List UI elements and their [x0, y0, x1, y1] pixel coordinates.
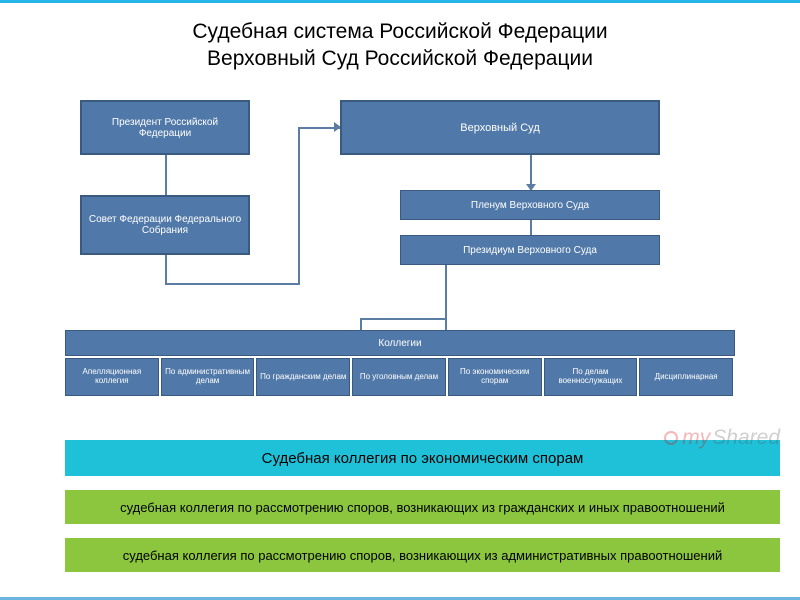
- collegia-cell: По экономическим спорам: [448, 358, 542, 396]
- title-line-1: Судебная система Российской Федерации: [0, 18, 800, 45]
- collegia-cell: По административным делам: [161, 358, 255, 396]
- connector: [360, 318, 362, 330]
- watermark: my Shared: [664, 426, 780, 450]
- title-line-2: Верховный Суд Российской Федерации: [0, 45, 800, 72]
- node-plenum: Пленум Верховного Суда: [400, 190, 660, 220]
- connector: [298, 127, 300, 285]
- connector: [165, 283, 300, 285]
- node-president: Президент Российской Федерации: [80, 100, 250, 155]
- node-council: Совет Федерации Федерального Собрания: [80, 195, 250, 255]
- top-border: [0, 0, 800, 3]
- collegia-cell: По уголовным делам: [352, 358, 446, 396]
- table-row: [65, 572, 780, 586]
- node-presidium: Президиум Верховного Суда: [400, 235, 660, 265]
- table-row: [65, 476, 780, 490]
- connector: [165, 255, 167, 285]
- table-row: судебная коллегия по рассмотрению споров…: [65, 490, 780, 524]
- connector: [165, 155, 167, 195]
- connector: [445, 265, 447, 330]
- node-supreme: Верховный Суд: [340, 100, 660, 155]
- connector: [360, 318, 447, 320]
- table-row: судебная коллегия по рассмотрению споров…: [65, 538, 780, 572]
- collegia-cell: Дисциплинарная: [639, 358, 733, 396]
- connector: [530, 220, 532, 235]
- table-row: [65, 524, 780, 538]
- lower-table: Судебная коллегия по экономическим спора…: [65, 440, 780, 586]
- node-collegia_header: Коллегии: [65, 330, 735, 356]
- diagram-title: Судебная система Российской Федерации Ве…: [0, 18, 800, 73]
- collegia-cell: Апелляционная коллегия: [65, 358, 159, 396]
- watermark-shared: Shared: [712, 426, 780, 450]
- watermark-my: my: [682, 426, 710, 450]
- watermark-icon: [664, 431, 678, 445]
- collegia-cell: По делам военнослужащих: [544, 358, 638, 396]
- collegia-cell: По гражданским делам: [256, 358, 350, 396]
